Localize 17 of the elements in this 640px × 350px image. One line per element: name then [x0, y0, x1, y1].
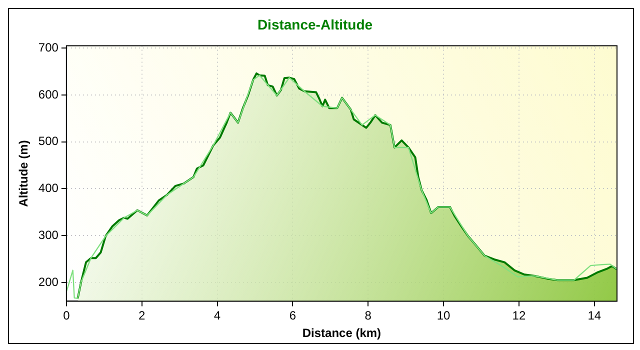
x-axis-title: Distance (km) — [302, 326, 382, 340]
x-tick-label: 8 — [364, 308, 372, 323]
x-tick-label: 14 — [588, 308, 602, 323]
x-tick-label: 0 — [63, 308, 70, 323]
x-tick-label: 12 — [512, 308, 526, 323]
y-tick-label: 200 — [38, 274, 59, 289]
y-tick-label: 300 — [38, 228, 59, 242]
x-tick-label: 4 — [214, 308, 221, 323]
x-tick-label: 10 — [436, 308, 451, 323]
y-tick-label: 400 — [38, 181, 59, 196]
chart-title: Distance-Altitude — [257, 16, 373, 32]
x-tick-label: 6 — [289, 308, 296, 323]
y-tick-label: 700 — [38, 40, 59, 54]
y-axis-title: Altitude (m) — [16, 140, 31, 207]
x-tick-label: 2 — [138, 308, 146, 323]
y-tick-label: 500 — [38, 134, 59, 148]
y-tick-label: 600 — [38, 87, 59, 102]
